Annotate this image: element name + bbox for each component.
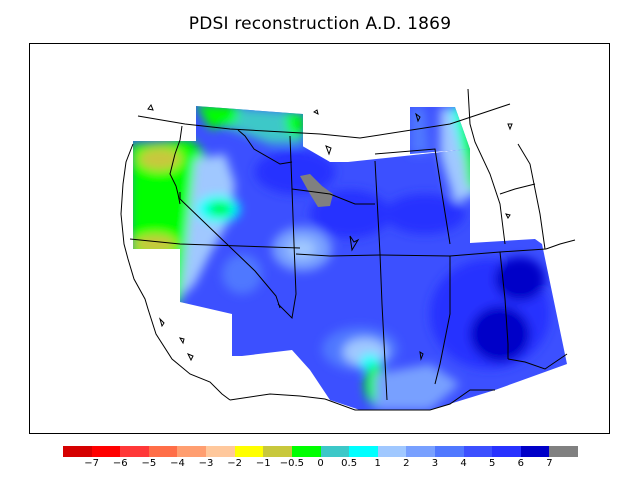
pdsi-map (120, 88, 576, 411)
color-scale-tick-label: −0.5 (279, 458, 305, 469)
color-scale-swatch (520, 446, 550, 457)
color-scale-tick-label: 5 (488, 458, 496, 469)
color-scale-swatch (148, 446, 178, 457)
color-scale-tick-label: −6 (112, 458, 128, 469)
lakes (147, 103, 513, 362)
color-scale-tick-label: 6 (517, 458, 524, 469)
color-scale-swatch (463, 446, 493, 457)
color-scale-swatch (434, 446, 465, 457)
color-scale-swatch (492, 446, 522, 457)
color-scale-tick-label: 1 (374, 458, 381, 469)
color-scale-swatch (549, 446, 579, 457)
color-scale-swatch (63, 446, 93, 457)
color-scale-tick-label: 4 (460, 458, 467, 469)
color-scale-tick-label: 2 (403, 458, 410, 469)
color-scale-tick-label: −2 (227, 458, 243, 469)
color-scale-tick-label: 0.5 (341, 458, 358, 469)
color-scale-tick-label: −5 (141, 458, 157, 469)
color-scale-swatch (206, 446, 236, 457)
color-scale-bar (63, 446, 579, 457)
map-frame (29, 43, 610, 434)
color-scale-swatch (120, 446, 150, 457)
color-scale-tick-label: −1 (255, 458, 271, 469)
color-scale-swatch (91, 446, 121, 457)
color-scale-swatch (320, 446, 350, 457)
color-scale-swatch (177, 446, 207, 457)
color-scale-swatch (406, 446, 436, 457)
boundaries (120, 88, 576, 411)
color-scale-tick-label: −7 (84, 458, 99, 469)
map-title: PDSI reconstruction A.D. 1869 (188, 14, 452, 34)
color-scale-tick-label: 0 (317, 458, 324, 469)
color-scale-tick-label: 7 (546, 458, 553, 469)
color-scale-labels: −7 −6 −5 −4 −3 −2 −1 −0.5 0 0.5 1 2 3 4 5 6 7 (0, 458, 640, 474)
color-scale-swatch (234, 446, 264, 457)
color-scale-swatch (291, 446, 321, 457)
color-scale-tick-label: 3 (431, 458, 439, 469)
color-scale-swatch (263, 446, 293, 457)
color-scale-tick-label: −3 (198, 458, 214, 469)
color-scale-tick-label: −4 (170, 458, 185, 469)
color-scale-swatch (377, 446, 407, 457)
color-scale-swatch (349, 446, 379, 457)
